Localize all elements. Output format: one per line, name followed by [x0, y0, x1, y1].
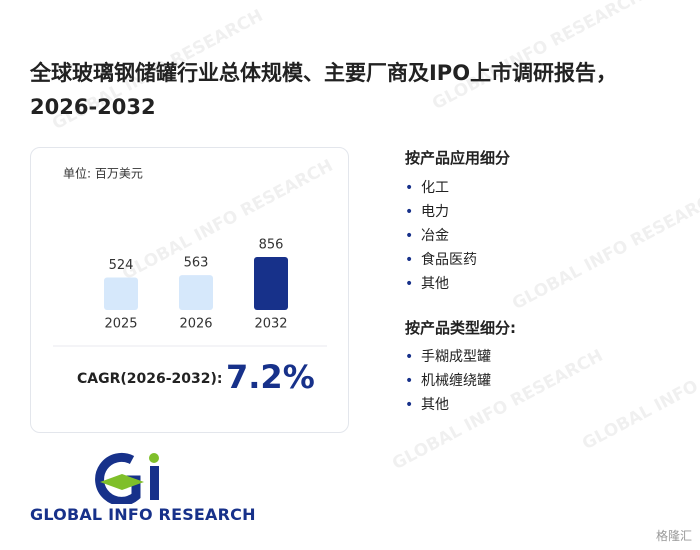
segment-title: 按产品应用细分 [405, 149, 511, 167]
cagr-label: CAGR(2026-2032): [77, 371, 223, 387]
category-label: 2032 [254, 317, 287, 332]
value-label: 563 [184, 256, 209, 271]
badge: 格隆汇 [655, 529, 692, 543]
value-label: 524 [109, 258, 134, 273]
segment-item: 食品医药 [405, 248, 477, 272]
category-label: 2025 [104, 317, 137, 332]
segment-item: 其他 [405, 272, 477, 296]
logo-text: GLOBAL INFO RESEARCH [30, 505, 256, 524]
segment-title: 按产品类型细分: [405, 319, 516, 337]
cagr-value: 7.2% [226, 358, 315, 396]
category-label: 2026 [179, 317, 212, 332]
segment-list: 化工电力冶金食品医药其他 [405, 176, 477, 296]
segment-item: 冶金 [405, 224, 477, 248]
bar [254, 257, 288, 310]
segment-item: 机械缠绕罐 [405, 369, 491, 393]
logo-dot [149, 453, 159, 463]
logo-g [95, 452, 141, 504]
segment-item: 电力 [405, 200, 477, 224]
value-label: 856 [259, 238, 284, 253]
watermark: GLOBAL INFO RESEARCH [509, 185, 700, 315]
logo-i [150, 466, 159, 500]
watermark: GLOBAL INFO RESEARCH [579, 325, 700, 455]
logo-leaf [100, 474, 144, 490]
bar [104, 277, 138, 310]
title: 全球玻璃钢储罐行业总体规模、主要厂商及IPO上市调研报告，2026-2032 [30, 61, 618, 119]
segment-item: 化工 [405, 176, 477, 200]
bar [179, 275, 213, 310]
segment-item: 手糊成型罐 [405, 345, 491, 369]
chart: 单位: 百万美元 CAGR(2026-2032): 7.2% 524 2025 56… [53, 166, 327, 396]
segment-item: 其他 [405, 393, 491, 417]
logo-icon [95, 452, 159, 504]
chart-card: 单位: 百万美元 CAGR(2026-2032): 7.2% 524 2025 56… [30, 147, 349, 433]
unit: 单位: 百万美元 [63, 166, 143, 181]
segment-list: 手糊成型罐机械缠绕罐其他 [405, 345, 491, 417]
